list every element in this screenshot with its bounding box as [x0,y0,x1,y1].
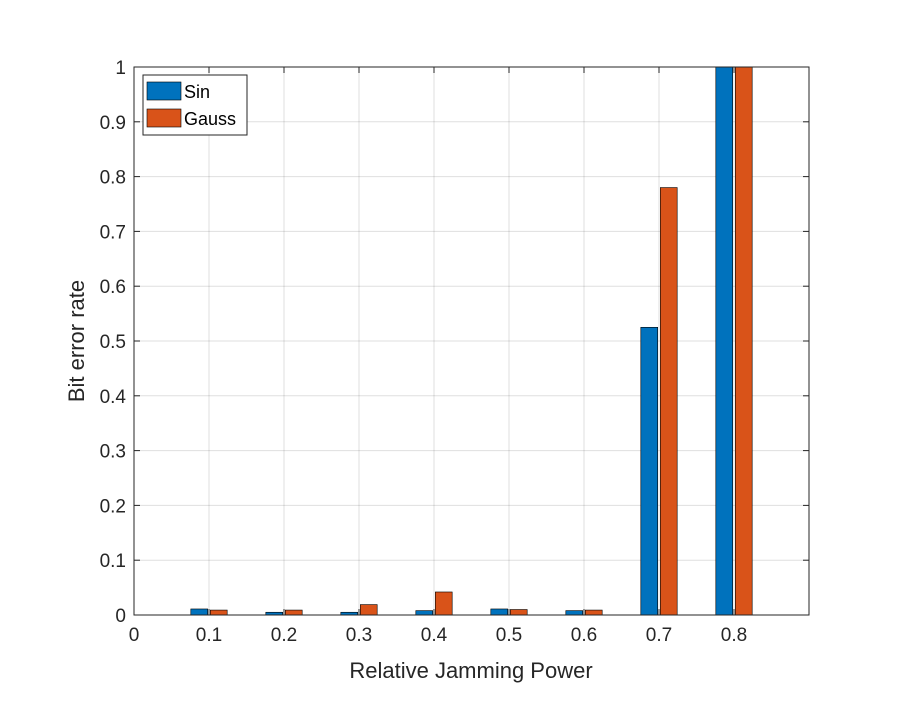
bar-gauss-0-7 [660,187,678,616]
x-tick-label: 0 [129,625,140,646]
x-tick-label: 0.3 [346,625,372,646]
bar-sin-0-7 [640,326,658,616]
y-tick-label: 0.2 [100,496,126,517]
x-tick-label: 0.6 [571,625,597,646]
x-tick-label: 0.4 [421,625,448,646]
ticks: 0 0.1 0.2 0.3 0.4 0.5 0.6 0.7 0.8 0 0.1 0.2 0.3 0.4 0.… [100,58,809,646]
bar-gauss-0-4 [435,591,453,616]
x-tick-label: 0.8 [721,625,747,646]
y-tick-label: 0.4 [100,387,127,408]
bar-gauss-0-6 [585,609,603,616]
y-tick-label: 0.9 [100,113,126,134]
bar-sin-0-1 [190,608,208,616]
bar-gauss-0-1 [210,609,228,616]
y-tick-label: 0 [115,606,126,627]
x-tick-label: 0.1 [196,625,222,646]
y-tick-label: 0.6 [100,277,126,298]
x-axis-title: Relative Jamming Power [349,658,592,683]
bar-gauss-0-3 [360,604,378,616]
y-axis-title: Bit error rate [64,280,89,402]
legend-label-gauss: Gauss [184,109,236,129]
y-tick-label: 0.8 [100,168,126,189]
y-tick-label: 0.5 [100,332,126,353]
x-tick-label: 0.7 [646,625,672,646]
bar-gauss-0-5 [510,609,528,616]
bar-sin-0-5 [490,608,508,616]
legend-label-sin: Sin [184,82,210,102]
legend-swatch-gauss [146,108,182,128]
bar-gauss-0-2 [285,609,303,616]
x-tick-label: 0.2 [271,625,297,646]
legend-swatch-sin [146,81,182,101]
y-tick-label: 1 [115,58,126,79]
y-tick-label: 0.3 [100,442,126,463]
bar-sin-0-8 [715,66,733,616]
bar-sin-0-4 [415,610,433,616]
y-tick-label: 0.1 [100,551,126,572]
legend: Sin Gauss [142,74,248,136]
y-tick-label: 0.7 [100,222,126,243]
bar-gauss-0-8 [735,66,753,616]
bars [190,66,753,616]
x-tick-label: 0.5 [496,625,522,646]
plot-area [134,67,809,615]
bar-sin-0-6 [565,610,583,616]
